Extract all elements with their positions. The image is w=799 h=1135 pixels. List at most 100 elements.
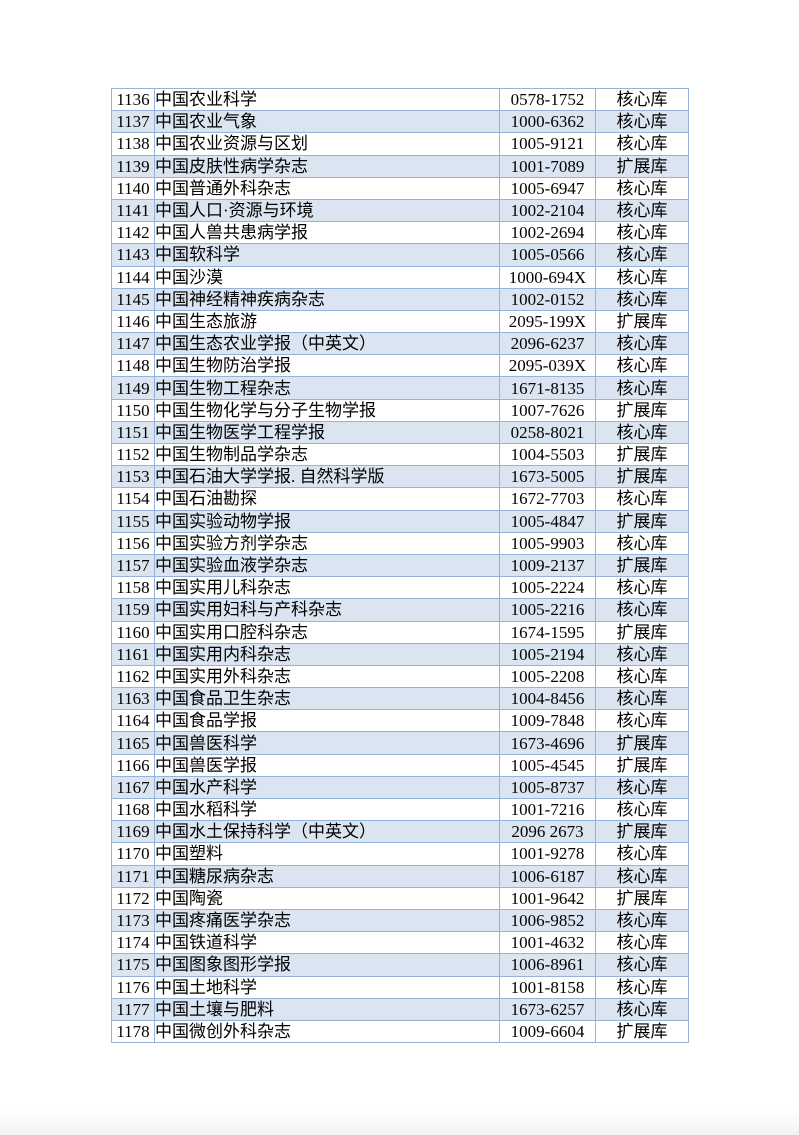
cell-database-tag: 核心库 (595, 864, 689, 888)
table-row: 1162 中国实用外科杂志 1005-2208 核心库 (111, 664, 689, 689)
table-row: 1176 中国土地科学 1001-8158 核心库 (111, 975, 689, 999)
table-row: 1165 中国兽医科学 1673-4696 扩展库 (111, 731, 689, 755)
cell-database-tag: 核心库 (595, 997, 689, 1021)
journal-index-table-wrap: 1136 中国农业科学 0578-1752 核心库 1137 中国农业气象 1000-636… (111, 87, 689, 1044)
cell-database-tag: 扩展库 (595, 154, 689, 178)
cell-issn: 1006-9852 (499, 908, 596, 933)
cell-issn: 1006-6187 (499, 864, 596, 888)
cell-database-tag: 核心库 (595, 420, 689, 445)
cell-journal-title: 中国普通外科杂志 (154, 176, 500, 200)
cell-journal-title: 中国农业科学 (154, 87, 500, 112)
cell-database-tag: 扩展库 (595, 620, 689, 644)
table-row: 1138 中国农业资源与区划 1005-9121 核心库 (111, 132, 689, 156)
cell-row-number: 1156 (111, 531, 155, 555)
cell-database-tag: 扩展库 (595, 442, 689, 467)
cell-journal-title: 中国神经精神疾病杂志 (154, 287, 500, 311)
cell-database-tag: 核心库 (595, 265, 689, 289)
cell-journal-title: 中国微创外科杂志 (154, 1019, 500, 1044)
cell-issn: 1673-4696 (499, 731, 596, 755)
cell-row-number: 1137 (111, 110, 155, 134)
table-row: 1174 中国铁道科学 1001-4632 核心库 (111, 931, 689, 955)
cell-issn: 1005-6947 (499, 176, 596, 200)
cell-database-tag: 核心库 (595, 687, 689, 711)
cell-database-tag: 核心库 (595, 642, 689, 666)
cell-journal-title: 中国食品学报 (154, 709, 500, 733)
table-row: 1144 中国沙漠 1000-694X 核心库 (111, 265, 689, 289)
cell-issn: 1005-9903 (499, 531, 596, 555)
table-row: 1170 中国塑料 1001-9278 核心库 (111, 842, 689, 866)
cell-journal-title: 中国疼痛医学杂志 (154, 908, 500, 933)
cell-row-number: 1150 (111, 398, 155, 422)
cell-database-tag: 核心库 (595, 975, 689, 999)
cell-journal-title: 中国水稻科学 (154, 797, 500, 822)
cell-row-number: 1167 (111, 775, 155, 800)
cell-row-number: 1152 (111, 442, 155, 467)
cell-issn: 1005-4847 (499, 509, 596, 533)
cell-journal-title: 中国农业资源与区划 (154, 132, 500, 156)
cell-journal-title: 中国食品卫生杂志 (154, 687, 500, 711)
cell-issn: 1000-694X (499, 265, 596, 289)
cell-row-number: 1146 (111, 309, 155, 334)
cell-issn: 1004-5503 (499, 442, 596, 467)
table-row: 1156 中国实验方剂学杂志 1005-9903 核心库 (111, 531, 689, 555)
cell-row-number: 1169 (111, 820, 155, 844)
cell-row-number: 1157 (111, 553, 155, 578)
cell-issn: 1001-7216 (499, 797, 596, 822)
cell-database-tag: 扩展库 (595, 398, 689, 422)
cell-issn: 1005-4545 (499, 753, 596, 777)
cell-database-tag: 核心库 (595, 908, 689, 933)
cell-database-tag: 核心库 (595, 243, 689, 267)
cell-issn: 0578-1752 (499, 87, 596, 112)
cell-issn: 2096 2673 (499, 820, 596, 844)
cell-issn: 1005-2216 (499, 598, 596, 622)
cell-database-tag: 扩展库 (595, 465, 689, 489)
cell-row-number: 1172 (111, 886, 155, 910)
cell-issn: 1009-2137 (499, 553, 596, 578)
table-row: 1137 中国农业气象 1000-6362 核心库 (111, 110, 689, 134)
table-row: 1169 中国水土保持科学（中英文） 2096 2673 扩展库 (111, 820, 689, 844)
table-row: 1154 中国石油勘探 1672-7703 核心库 (111, 487, 689, 511)
cell-issn: 1001-4632 (499, 931, 596, 955)
cell-row-number: 1144 (111, 265, 155, 289)
cell-issn: 1001-9278 (499, 842, 596, 866)
cell-journal-title: 中国生物医学工程学报 (154, 420, 500, 445)
cell-database-tag: 核心库 (595, 354, 689, 378)
cell-database-tag: 扩展库 (595, 1019, 689, 1044)
cell-row-number: 1153 (111, 465, 155, 489)
cell-database-tag: 扩展库 (595, 553, 689, 578)
cell-journal-title: 中国皮肤性病学杂志 (154, 154, 500, 178)
table-row: 1158 中国实用儿科杂志 1005-2224 核心库 (111, 576, 689, 600)
table-row: 1178 中国微创外科杂志 1009-6604 扩展库 (111, 1019, 689, 1044)
table-row: 1148 中国生物防治学报 2095-039X 核心库 (111, 354, 689, 378)
table-row: 1164 中国食品学报 1009-7848 核心库 (111, 709, 689, 733)
table-row: 1166 中国兽医学报 1005-4545 扩展库 (111, 753, 689, 777)
cell-database-tag: 核心库 (595, 775, 689, 800)
cell-row-number: 1165 (111, 731, 155, 755)
cell-journal-title: 中国人兽共患病学报 (154, 221, 500, 245)
cell-database-tag: 核心库 (595, 931, 689, 955)
cell-journal-title: 中国生物防治学报 (154, 354, 500, 378)
cell-row-number: 1171 (111, 864, 155, 888)
cell-issn: 1002-2104 (499, 198, 596, 223)
cell-row-number: 1163 (111, 687, 155, 711)
table-row: 1140 中国普通外科杂志 1005-6947 核心库 (111, 176, 689, 200)
cell-row-number: 1168 (111, 797, 155, 822)
table-row: 1152 中国生物制品学杂志 1004-5503 扩展库 (111, 442, 689, 467)
cell-issn: 1009-6604 (499, 1019, 596, 1044)
table-row: 1159 中国实用妇科与产科杂志 1005-2216 核心库 (111, 598, 689, 622)
table-row: 1146 中国生态旅游 2095-199X 扩展库 (111, 309, 689, 334)
cell-journal-title: 中国图象图形学报 (154, 953, 500, 977)
cell-journal-title: 中国铁道科学 (154, 931, 500, 955)
cell-issn: 1005-2194 (499, 642, 596, 666)
cell-journal-title: 中国实用内科杂志 (154, 642, 500, 666)
cell-journal-title: 中国糖尿病杂志 (154, 864, 500, 888)
cell-row-number: 1160 (111, 620, 155, 644)
cell-issn: 1001-9642 (499, 886, 596, 910)
cell-row-number: 1176 (111, 975, 155, 999)
table-row: 1139 中国皮肤性病学杂志 1001-7089 扩展库 (111, 154, 689, 178)
cell-row-number: 1141 (111, 198, 155, 223)
cell-issn: 1005-8737 (499, 775, 596, 800)
journal-table-body: 1136 中国农业科学 0578-1752 核心库 1137 中国农业气象 1000-636… (111, 87, 689, 1044)
cell-row-number: 1170 (111, 842, 155, 866)
cell-database-tag: 核心库 (595, 198, 689, 223)
